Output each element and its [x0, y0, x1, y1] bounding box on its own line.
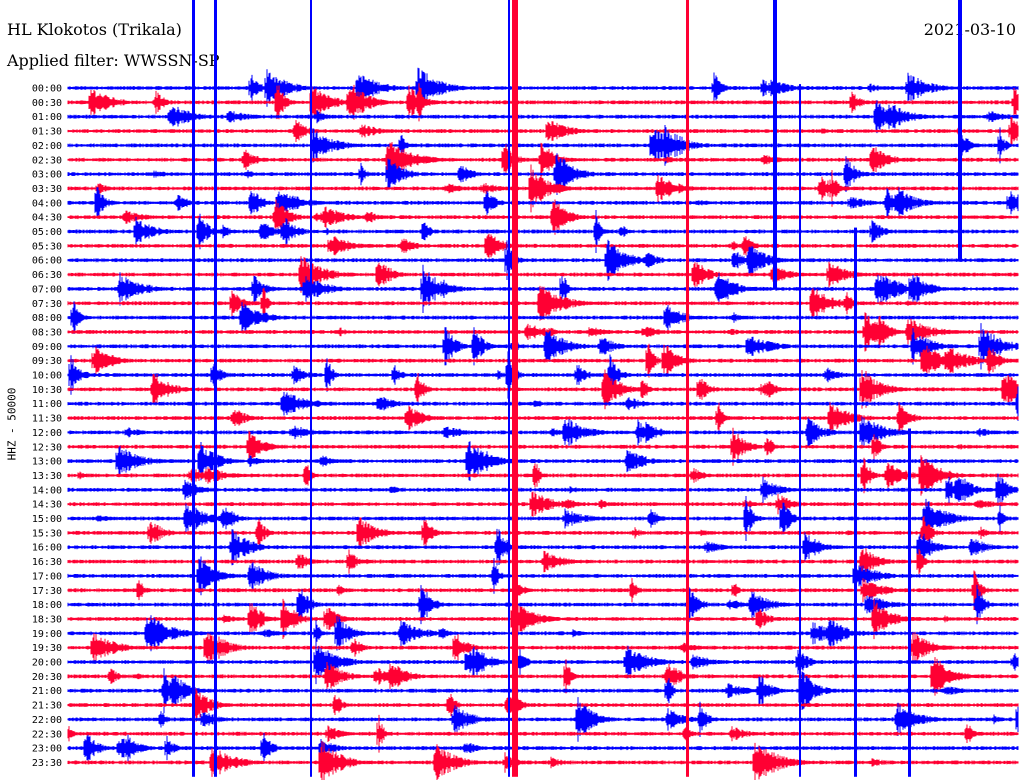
large-event-spike: [310, 0, 312, 777]
time-tick-label: 20:30: [32, 672, 62, 683]
time-tick-label: 11:00: [32, 399, 62, 410]
filter-label: Applied filter: WWSSN-SP: [7, 51, 220, 70]
time-tick-label: 15:00: [32, 514, 62, 525]
time-tick-label: 15:30: [32, 528, 62, 539]
time-tick-label: 04:30: [32, 213, 62, 224]
date-label: 2021-03-10: [923, 20, 1016, 39]
large-event-spike: [908, 428, 911, 777]
time-tick-label: 00:00: [32, 84, 62, 95]
large-event-spike: [686, 0, 689, 777]
time-tick-label: 09:30: [32, 356, 62, 367]
time-tick-label: 13:30: [32, 471, 62, 482]
large-event-spike: [192, 0, 195, 777]
time-tick-label: 06:30: [32, 270, 62, 281]
time-tick-label: 03:00: [32, 170, 62, 181]
large-event-spike: [958, 0, 962, 261]
seismogram-traces: [67, 0, 1019, 780]
time-tick-label: 10:30: [32, 385, 62, 396]
time-tick-label: 14:30: [32, 500, 62, 511]
time-tick-label: 10:00: [32, 371, 62, 382]
time-tick-label: 07:00: [32, 284, 62, 295]
time-tick-label: 01:30: [32, 127, 62, 138]
time-tick-label: 08:30: [32, 327, 62, 338]
time-tick-label: 03:30: [32, 184, 62, 195]
time-tick-label: 12:30: [32, 442, 62, 453]
time-tick-label: 08:00: [32, 313, 62, 324]
time-tick-label: 07:30: [32, 299, 62, 310]
time-tick-label: 09:00: [32, 342, 62, 353]
time-tick-label: 23:00: [32, 744, 62, 755]
time-tick-label: 17:30: [32, 586, 62, 597]
time-tick-label: 06:00: [32, 256, 62, 267]
time-tick-label: 18:00: [32, 600, 62, 611]
station-title: HL Klokotos (Trikala): [7, 20, 182, 39]
time-tick-label: 05:00: [32, 227, 62, 238]
time-tick-label: 22:30: [32, 729, 62, 740]
time-tick-label: 19:00: [32, 629, 62, 640]
time-tick-label: 21:30: [32, 701, 62, 712]
time-tick-label: 01:00: [32, 112, 62, 123]
time-tick-label: 18:30: [32, 614, 62, 625]
time-tick-label: 21:00: [32, 686, 62, 697]
time-tick-label: 13:00: [32, 457, 62, 468]
time-tick-label: 16:00: [32, 543, 62, 554]
time-tick-label: 00:30: [32, 98, 62, 109]
time-tick-label: 02:00: [32, 141, 62, 152]
large-event-spike: [214, 0, 217, 777]
time-tick-label: 20:00: [32, 658, 62, 669]
time-tick-label: 12:00: [32, 428, 62, 439]
large-event-spike: [854, 227, 857, 777]
time-tick-labels: 00:00 00:30 01:00 01:30 02:00 02:30 03:00 03:30…: [32, 84, 62, 769]
time-tick-label: 16:30: [32, 557, 62, 568]
large-event-spike: [773, 0, 777, 289]
time-tick-label: 02:30: [32, 155, 62, 166]
time-tick-label: 11:30: [32, 414, 62, 425]
time-tick-label: 19:30: [32, 643, 62, 654]
large-event-spike: [512, 0, 518, 777]
large-event-spike: [799, 84, 801, 777]
time-tick-label: 17:00: [32, 571, 62, 582]
time-tick-label: 05:30: [32, 241, 62, 252]
time-tick-label: 23:30: [32, 758, 62, 769]
large-event-spike: [508, 0, 510, 777]
time-tick-label: 04:00: [32, 198, 62, 209]
time-tick-label: 14:00: [32, 485, 62, 496]
time-tick-label: 22:00: [32, 715, 62, 726]
